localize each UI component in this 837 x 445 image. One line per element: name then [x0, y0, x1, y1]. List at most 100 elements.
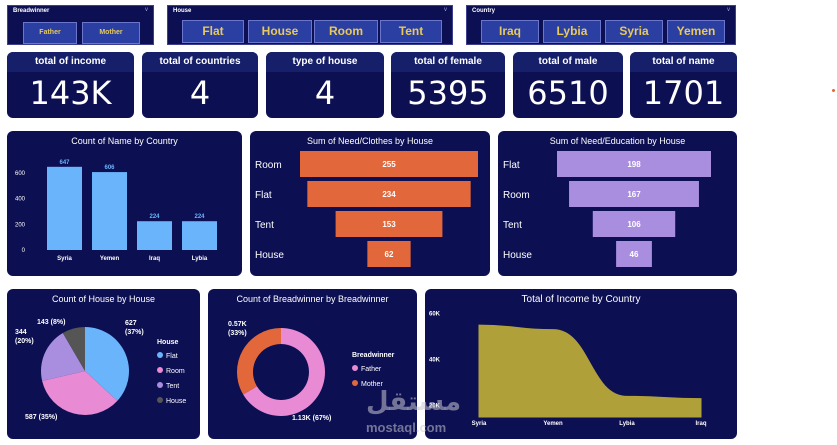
chart-title: Total of Income by Country — [521, 294, 641, 305]
donut-slice-father — [243, 328, 325, 416]
kpi-total-female: total of female 5395 — [391, 52, 505, 118]
kpi-label: total of income — [34, 56, 107, 67]
data-label: 153 — [382, 220, 396, 229]
slicer-option-flat[interactable]: Flat — [182, 20, 244, 43]
kpi-total-male: total of male 6510 — [513, 52, 623, 118]
slicer-option-yemen[interactable]: Yemen — [667, 20, 725, 43]
watermark-arabic: مستقل — [366, 387, 462, 417]
data-label: (20%) — [15, 338, 34, 345]
data-label: 647 — [59, 160, 70, 166]
x-tick-label: Yemen — [543, 421, 563, 427]
bar-lybia — [182, 221, 217, 250]
x-tick-label: Syria — [472, 421, 487, 427]
data-label: 1.13K (67%) — [292, 415, 331, 422]
y-tick-label: 600 — [15, 171, 26, 177]
slicer-option-iraq[interactable]: Iraq — [481, 20, 539, 43]
slicer-option-mother[interactable]: Mother — [82, 22, 140, 44]
chart-count-house-by-house: Count of House by House 627 (37%) 587 (35%… — [7, 289, 200, 439]
kpi-label: total of countries — [159, 56, 241, 67]
kpi-header — [513, 52, 623, 72]
x-tick-label: Yemen — [100, 256, 120, 262]
data-label: 234 — [382, 190, 396, 199]
kpi-value: 5395 — [407, 74, 489, 112]
kpi-total-income: total of income 143K — [7, 52, 134, 118]
x-tick-label: Iraq — [695, 421, 706, 427]
kpi-label: type of house — [292, 56, 358, 67]
chart-title: Count of Breadwinner by Breadwinner — [236, 294, 389, 304]
y-tick-label: 20K — [429, 404, 441, 410]
legend-label: Tent — [166, 383, 179, 390]
pie-slice-flat — [85, 327, 129, 401]
y-tick-label: 200 — [15, 222, 26, 228]
funnel-bar-house — [367, 241, 411, 267]
chart-svg: 1.13K (67%) 0.57K (33%) Breadwinner Father Mo… — [228, 321, 395, 422]
kpi-header — [266, 52, 384, 72]
kpi-header — [7, 52, 134, 72]
slicer-dropdown-icon[interactable]: v — [145, 7, 148, 13]
kpi-label: total of name — [652, 56, 715, 67]
kpi-type-of-house: type of house 4 — [266, 52, 384, 118]
pie-slice-house — [62, 327, 85, 371]
legend-label: Room — [166, 368, 185, 375]
slicer-option-lybia[interactable]: Lybia — [543, 20, 601, 43]
kpi-total-name: total of name 1701 — [630, 52, 737, 118]
funnel-bar-room — [300, 151, 478, 177]
data-label: 344 — [15, 329, 27, 336]
chart-need-education-by-house: Sum of Need/Education by House 198 Flat 16… — [498, 131, 737, 276]
house-slicer: House v Flat House Room Tent — [167, 5, 453, 45]
x-tick-label: Iraq — [149, 256, 160, 262]
kpi-header — [630, 52, 737, 72]
x-tick-label: Lybia — [192, 256, 208, 262]
slicer-dropdown-icon[interactable]: v — [444, 7, 447, 13]
kpi-label: total of female — [414, 56, 482, 67]
chart-need-clothes-by-house: Sum of Need/Clothes by House 255 Room 234 F… — [250, 131, 490, 276]
pie-slice-room — [42, 371, 118, 415]
chart-count-name-by-country: Count of Name by Country 0 200 400 600 647 Sy… — [7, 131, 242, 276]
data-label: 198 — [627, 160, 641, 169]
data-label: 143 (8%) — [37, 319, 65, 326]
y-tick-label: 60K — [429, 312, 441, 318]
legend-marker — [157, 352, 163, 358]
pie-slice-tent — [41, 332, 85, 381]
x-tick-label: Syria — [57, 256, 72, 262]
data-label: 606 — [104, 165, 115, 171]
chart-title: Sum of Need/Education by House — [549, 136, 686, 146]
chart-svg: 627 (37%) 587 (35%) 344 (20%) 143 (8%) House Fl… — [15, 319, 186, 421]
chart-svg: 0 200 400 600 647 Syria 606 Yemen 224 Iraq 224 Lybi… — [15, 160, 217, 262]
data-label: 106 — [627, 220, 641, 229]
category-label: Room — [503, 190, 530, 201]
breadwinner-slicer: Breadwinner v Father Mother — [7, 5, 154, 45]
data-label: 167 — [627, 190, 641, 199]
legend-marker — [157, 397, 163, 403]
category-label: Tent — [255, 220, 274, 231]
legend-marker — [157, 382, 163, 388]
chart-title: Sum of Need/Clothes by House — [306, 136, 434, 146]
category-label: Room — [255, 160, 282, 171]
data-label: (37%) — [125, 329, 144, 336]
kpi-value: 1701 — [642, 74, 725, 112]
slicer-dropdown-icon[interactable]: v — [727, 7, 730, 13]
legend-marker — [352, 365, 358, 371]
bar-yemen — [92, 172, 127, 250]
kpi-header — [391, 52, 505, 72]
slicer-option-father[interactable]: Father — [23, 22, 77, 44]
slicer-option-syria[interactable]: Syria — [605, 20, 663, 43]
house-slicer-title: House — [173, 8, 192, 14]
slicer-option-house[interactable]: House — [248, 20, 312, 43]
data-label: 255 — [382, 160, 396, 169]
funnel-bar-tent — [335, 211, 443, 237]
slicer-option-room[interactable]: Room — [314, 20, 378, 43]
category-label: Tent — [503, 220, 522, 231]
chart-title: Count of House by House — [51, 294, 156, 304]
legend-marker — [352, 380, 358, 386]
chart-svg: 20K 40K 60K Syria Yemen Lybia Iraq — [429, 312, 707, 427]
donut-slice-mother — [237, 328, 281, 395]
chart-income-by-country: Total of Income by Country 20K 40K 60K Syri… — [425, 289, 737, 439]
funnel-bar-room — [569, 181, 699, 207]
slicer-option-tent[interactable]: Tent — [380, 20, 442, 43]
data-label: 46 — [630, 250, 639, 259]
legend-label: Father — [361, 366, 382, 373]
category-label: House — [255, 250, 284, 261]
funnel-bar-house — [616, 241, 652, 267]
y-tick-label: 400 — [15, 197, 26, 203]
